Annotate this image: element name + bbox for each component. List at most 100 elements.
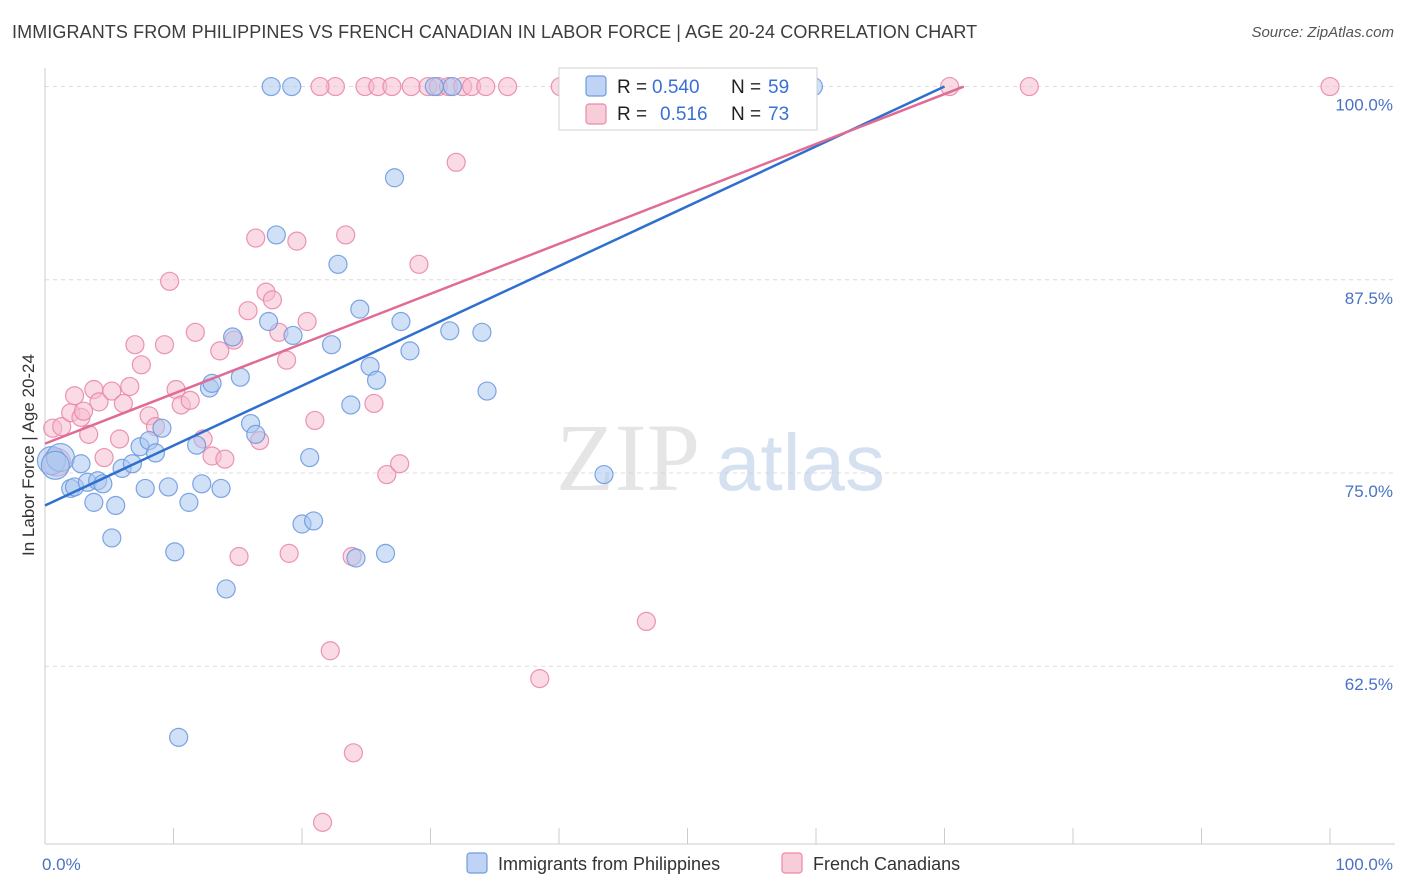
point-french-canadians-19: [160, 271, 180, 291]
point-philippines-30: [246, 424, 266, 444]
point-french-canadians-54: [409, 254, 429, 274]
bottom-legend-swatch-french-canadians: [781, 852, 803, 874]
point-philippines-40: [328, 254, 348, 274]
bottom-legend-label-french-canadians: French Canadians: [813, 854, 960, 874]
point-philippines-18: [158, 477, 178, 497]
point-philippines-27: [223, 327, 243, 347]
x-tick-label-0: 0.0%: [42, 855, 81, 874]
point-french-canadians-18: [154, 335, 175, 355]
point-french-canadians-30: [238, 301, 258, 321]
point-french-canadians-14: [125, 335, 145, 355]
series-philippines-points: [36, 76, 824, 747]
legend-r-value-1: 0.540: [652, 77, 700, 98]
y-tick-label-0: 100.0%: [1335, 96, 1393, 115]
point-french-canadians-69: [1019, 76, 1039, 97]
legend-r-label-1: R =: [617, 77, 647, 98]
legend-swatch-philippines: [585, 75, 607, 97]
point-french-canadians-63: [530, 668, 550, 689]
legend-n-label-2: N =: [731, 104, 761, 125]
point-philippines-41: [341, 395, 361, 415]
point-philippines-14: [135, 478, 155, 499]
point-french-canadians-27: [215, 449, 235, 469]
point-french-canadians-48: [364, 393, 384, 414]
point-philippines-53: [472, 322, 492, 342]
point-french-canadians-38: [287, 231, 307, 251]
point-philippines-6: [84, 492, 104, 512]
point-philippines-50: [424, 76, 444, 97]
point-french-canadians-53: [401, 76, 421, 97]
point-french-canadians-71: [310, 76, 330, 97]
data-points: [36, 76, 1340, 832]
point-french-canadians-9: [94, 447, 114, 468]
point-philippines-54: [477, 381, 497, 401]
point-french-canadians-13: [120, 376, 140, 397]
watermark-zip: ZIP: [556, 404, 700, 511]
point-philippines-37: [300, 447, 320, 468]
point-french-canadians-58: [446, 152, 466, 172]
point-french-canadians-37: [279, 543, 299, 563]
point-french-canadians-41: [312, 812, 333, 832]
point-philippines-49: [400, 341, 420, 361]
point-philippines-38: [303, 511, 324, 531]
point-philippines-58: [40, 450, 70, 480]
point-french-canadians-50: [377, 464, 397, 485]
chart-title: IMMIGRANTS FROM PHILIPPINES VS FRENCH CA…: [12, 22, 978, 42]
legend-n-label-1: N =: [731, 77, 761, 98]
point-french-canadians-29: [229, 546, 249, 567]
point-philippines-52: [442, 76, 462, 97]
bottom-legend-label-philippines: Immigrants from Philippines: [498, 854, 720, 874]
point-french-canadians-39: [297, 311, 317, 332]
point-french-canadians-22: [180, 390, 200, 410]
point-french-canadians-31: [246, 228, 266, 248]
point-french-canadians-34: [262, 290, 283, 310]
point-french-canadians-26: [210, 341, 230, 361]
point-french-canadians-66: [636, 611, 656, 632]
point-philippines-42: [346, 548, 366, 568]
point-french-canadians-51: [382, 76, 402, 97]
point-french-canadians-2: [52, 417, 72, 437]
point-philippines-34: [282, 76, 302, 97]
point-philippines-39: [321, 335, 342, 355]
point-philippines-10: [106, 495, 126, 516]
point-philippines-19: [165, 542, 185, 562]
point-philippines-55: [594, 464, 614, 485]
point-french-canadians-62: [498, 76, 518, 97]
point-french-canadians-70: [1320, 76, 1340, 97]
trend-line-french-canadians: [44, 85, 965, 445]
point-philippines-26: [216, 579, 236, 599]
point-french-canadians-61: [476, 76, 496, 97]
point-french-canadians-11: [109, 429, 130, 449]
point-french-canadians-44: [336, 225, 356, 245]
point-french-canadians-72: [73, 401, 94, 421]
x-tick-label-1: 100.0%: [1335, 855, 1393, 874]
point-philippines-4: [71, 454, 91, 474]
point-philippines-33: [266, 225, 286, 245]
watermark-atlas: atlas: [716, 418, 885, 507]
legend-n-value-2: 73: [768, 104, 789, 125]
point-philippines-31: [258, 311, 279, 332]
bottom-legend: Immigrants from Philippines French Canad…: [466, 852, 960, 874]
y-axis-label: In Labor Force | Age 20-24: [19, 354, 38, 556]
point-french-canadians-10: [102, 381, 122, 401]
point-philippines-48: [391, 311, 411, 332]
point-philippines-47: [384, 168, 405, 188]
point-french-canadians-15: [131, 355, 151, 375]
point-philippines-35: [283, 325, 303, 346]
trend-line-philippines: [44, 85, 946, 507]
point-french-canadians-23: [185, 322, 205, 342]
legend-swatch-french-canadians: [585, 103, 607, 125]
point-french-canadians-42: [320, 641, 340, 661]
point-philippines-51: [440, 321, 460, 341]
point-philippines-57: [169, 727, 189, 747]
point-philippines-32: [261, 76, 281, 97]
point-french-canadians-4: [64, 386, 85, 406]
y-tick-label-1: 87.5%: [1345, 289, 1393, 308]
point-philippines-22: [192, 474, 212, 494]
point-philippines-9: [102, 528, 122, 548]
point-french-canadians-52: [390, 454, 410, 474]
point-philippines-45: [366, 370, 387, 390]
bottom-legend-swatch-philippines: [466, 852, 488, 874]
point-philippines-25: [211, 478, 231, 499]
point-french-canadians-40: [305, 410, 325, 431]
